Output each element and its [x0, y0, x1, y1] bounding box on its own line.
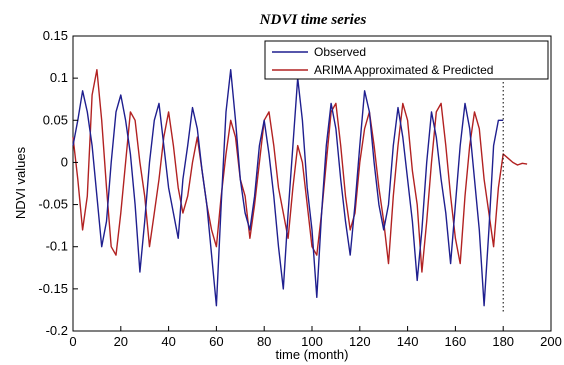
plot-area [72, 35, 552, 332]
x-axis-label: time (month) [276, 347, 349, 362]
y-tick-label: 0.1 [50, 70, 68, 85]
y-tick-label: -0.05 [38, 197, 68, 212]
y-axis: 0.15 0.1 0.05 0 -0.05 -0.1 -0.15 -0.2 [38, 28, 78, 338]
plot-frame [72, 35, 552, 332]
x-tick-label: 120 [349, 334, 371, 349]
x-tick-label: 180 [492, 334, 514, 349]
y-axis-label: NDVI values [13, 146, 28, 219]
x-tick-label: 160 [445, 334, 467, 349]
y-tick-label: -0.2 [46, 323, 68, 338]
x-axis: 0 20 40 60 80 100 120 140 160 180 200 [69, 326, 562, 349]
x-tick-label: 40 [161, 334, 175, 349]
series-line-arima [72, 68, 528, 273]
x-tick-label: 100 [301, 334, 323, 349]
legend-box [264, 40, 549, 80]
x-tick-label: 140 [397, 334, 419, 349]
chart-title: NDVI time series [259, 12, 367, 28]
y-tick-label: -0.1 [46, 239, 68, 254]
legend: Observed ARIMA Approximated & Predicted [264, 40, 549, 80]
series-layer [72, 68, 528, 307]
y-tick-label: -0.15 [38, 281, 68, 296]
y-tick-label: 0 [61, 154, 68, 169]
x-tick-label: 200 [540, 334, 562, 349]
legend-label-observed: Observed [314, 45, 366, 59]
x-tick-label: 20 [114, 334, 128, 349]
legend-label-arima: ARIMA Approximated & Predicted [314, 63, 493, 77]
y-tick-label: 0.15 [43, 28, 68, 43]
x-tick-label: 60 [209, 334, 223, 349]
x-tick-label: 80 [257, 334, 271, 349]
x-tick-label: 0 [69, 334, 76, 349]
y-tick-label: 0.05 [43, 112, 68, 127]
series-line-observed [72, 68, 504, 307]
